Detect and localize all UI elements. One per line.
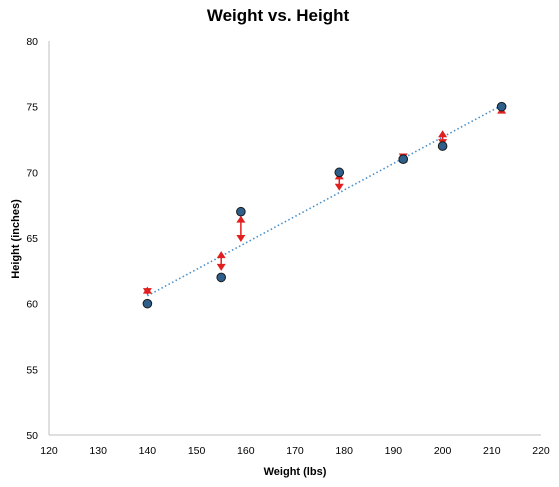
residual-arrow bbox=[216, 251, 226, 271]
y-axis-label: Height (inches) bbox=[10, 199, 22, 279]
y-tick-label: 80 bbox=[26, 36, 38, 48]
y-axis-ticks: 50 55 60 65 70 75 80 bbox=[26, 36, 38, 442]
y-tick-label: 60 bbox=[26, 299, 38, 311]
residual-arrow-head-down bbox=[334, 183, 344, 191]
residual-arrow bbox=[142, 286, 152, 296]
x-tick-label: 150 bbox=[188, 445, 206, 457]
residual-arrow bbox=[236, 215, 246, 242]
residual-arrow-head-up bbox=[438, 130, 448, 138]
data-point bbox=[334, 167, 345, 178]
residual-arrow-head-down bbox=[236, 234, 246, 242]
x-tick-label: 220 bbox=[532, 445, 550, 457]
chart-title: Weight vs. Height bbox=[207, 6, 350, 25]
data-point bbox=[142, 298, 153, 309]
x-axis-label: Weight (lbs) bbox=[264, 466, 327, 478]
data-point bbox=[216, 272, 226, 283]
data-point bbox=[236, 206, 246, 217]
x-tick-label: 200 bbox=[434, 445, 452, 457]
y-tick-label: 55 bbox=[26, 364, 38, 376]
x-axis-ticks: 120 130 140 150 160 170 180 190 200 210 220 bbox=[40, 445, 550, 457]
trendline bbox=[147, 104, 503, 297]
data-points bbox=[142, 101, 507, 309]
residual-arrow-head-up bbox=[236, 215, 246, 223]
residual-arrow-head-down bbox=[142, 288, 152, 296]
y-tick-label: 75 bbox=[26, 102, 38, 114]
y-tick-label: 65 bbox=[26, 233, 38, 245]
data-point bbox=[398, 154, 409, 164]
x-tick-label: 190 bbox=[385, 445, 403, 457]
x-tick-label: 210 bbox=[483, 445, 501, 457]
y-tick-label: 50 bbox=[26, 430, 38, 442]
axes bbox=[48, 41, 541, 436]
y-tick-label: 70 bbox=[26, 167, 38, 179]
x-tick-label: 130 bbox=[89, 445, 107, 457]
residual-arrow-head-down bbox=[216, 263, 226, 271]
x-tick-label: 120 bbox=[40, 445, 58, 457]
data-point bbox=[496, 101, 507, 112]
residual-arrow-head-up bbox=[216, 251, 226, 259]
x-tick-label: 160 bbox=[237, 445, 255, 457]
x-tick-label: 140 bbox=[139, 445, 157, 457]
x-tick-label: 170 bbox=[286, 445, 304, 457]
data-point bbox=[437, 141, 448, 151]
x-tick-label: 180 bbox=[335, 445, 353, 457]
trendline-group bbox=[147, 104, 503, 297]
